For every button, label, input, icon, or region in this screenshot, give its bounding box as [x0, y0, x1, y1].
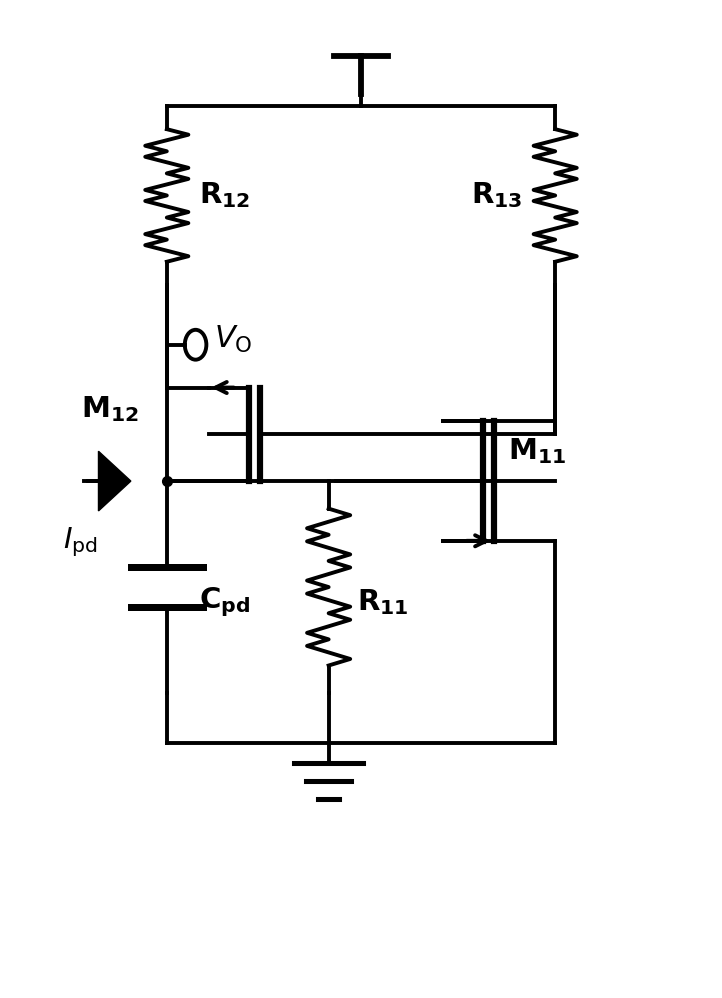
Text: $\mathbf{M_{12}}$: $\mathbf{M_{12}}$: [81, 394, 139, 424]
Text: $\mathbf{R_{11}}$: $\mathbf{R_{11}}$: [357, 587, 409, 617]
Polygon shape: [98, 451, 131, 511]
Text: $\mathbf{R_{12}}$: $\mathbf{R_{12}}$: [199, 181, 251, 211]
Text: $V_\mathsf{O}$: $V_\mathsf{O}$: [214, 324, 252, 355]
Text: $\mathbf{R_{13}}$: $\mathbf{R_{13}}$: [471, 181, 523, 211]
Text: $\mathbf{M_{11}}$: $\mathbf{M_{11}}$: [508, 436, 567, 466]
Text: $\mathbf{C_{pd}}$: $\mathbf{C_{pd}}$: [199, 585, 251, 619]
Text: $I_\mathsf{pd}$: $I_\mathsf{pd}$: [64, 526, 98, 560]
